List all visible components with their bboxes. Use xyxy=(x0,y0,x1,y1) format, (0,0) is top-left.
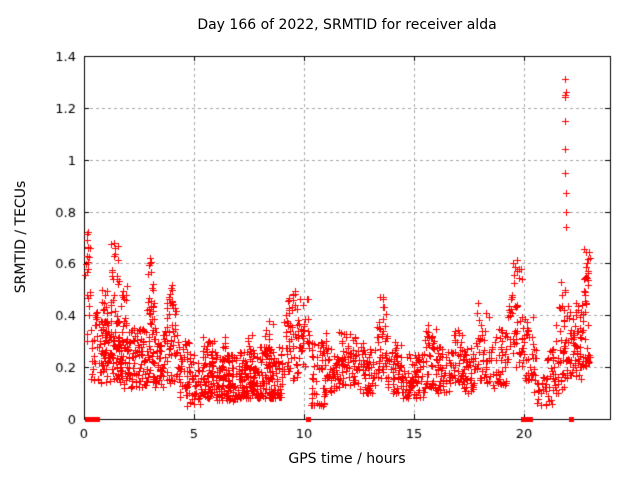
chart-title: Day 166 of 2022, SRMTID for receiver ald… xyxy=(197,17,497,33)
x-axis-label: GPS time / hours xyxy=(288,451,406,467)
y-axis-label: SRMTID / TECUs xyxy=(13,180,29,294)
